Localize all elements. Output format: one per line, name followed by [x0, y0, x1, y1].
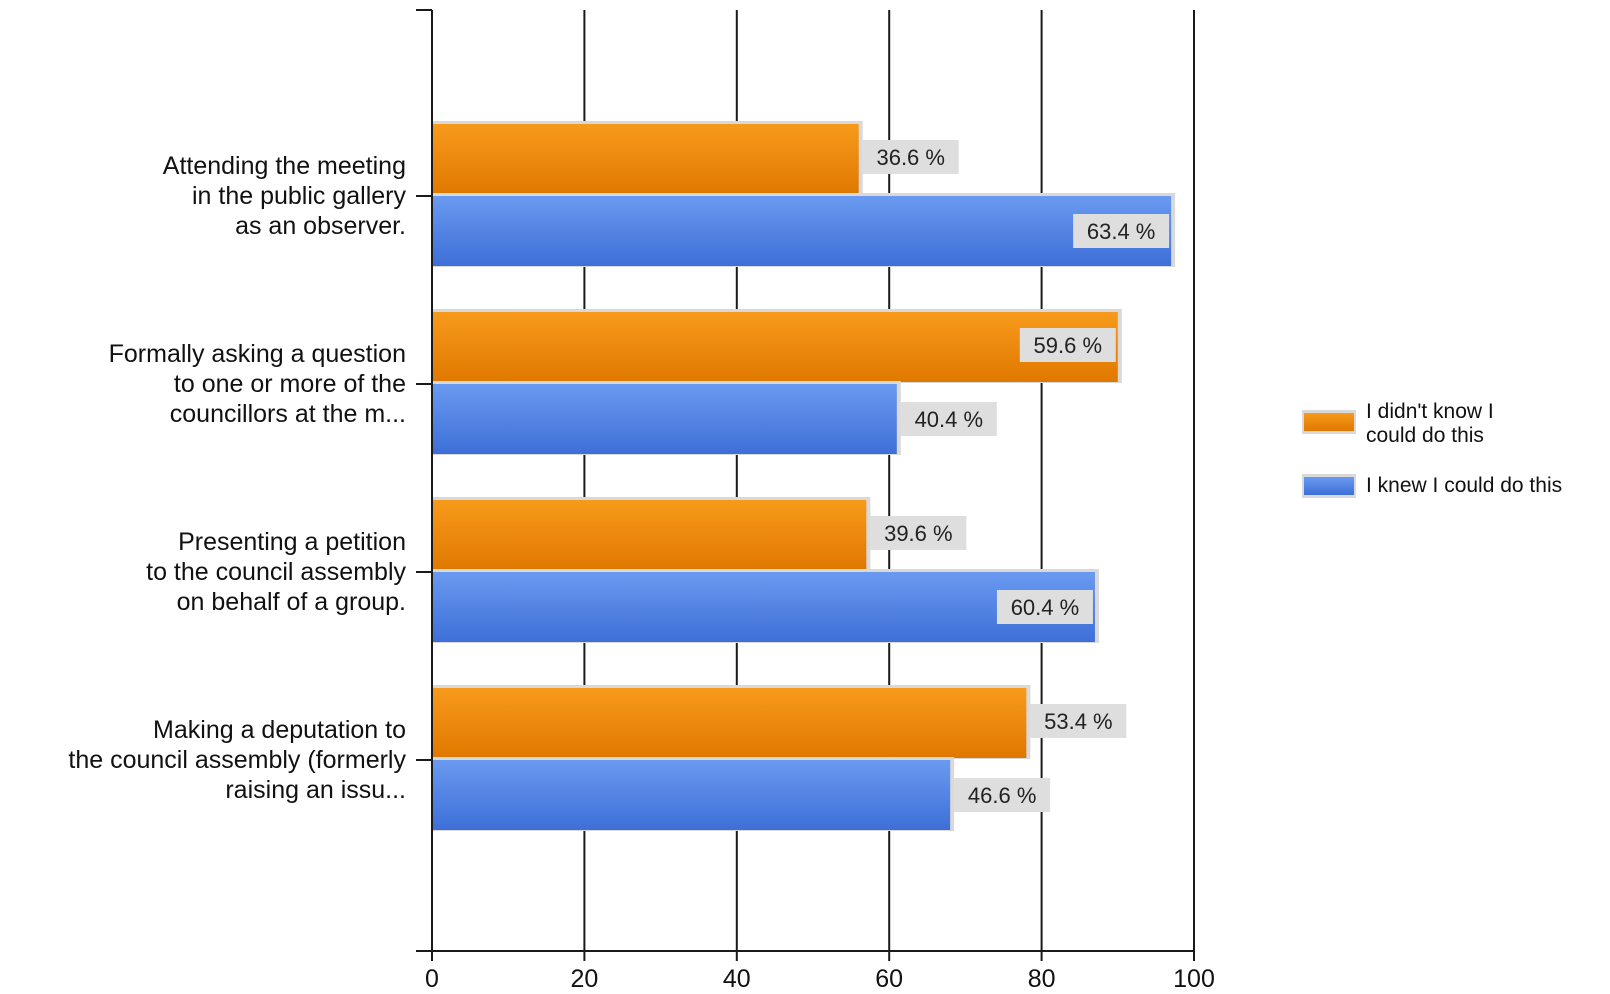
- bar: [432, 124, 859, 194]
- legend-label: I knew I could do this: [1366, 474, 1562, 497]
- data-label: 39.6 %: [884, 521, 953, 546]
- bar: [432, 384, 897, 454]
- category-label: the council assembly (formerly: [68, 746, 406, 774]
- x-tick-label: 20: [570, 965, 598, 993]
- legend-label: I didn't know I: [1366, 400, 1494, 423]
- legend-swatch: [1304, 477, 1354, 495]
- legend-swatch: [1304, 413, 1354, 431]
- category-label: Presenting a petition: [178, 528, 406, 556]
- data-label-box: [1073, 214, 1170, 248]
- category-label: as an observer.: [235, 212, 406, 240]
- category-label: Attending the meeting: [163, 152, 406, 180]
- axes: 0 20 40 60 80 100: [416, 9, 1215, 993]
- data-label: 60.4 %: [1011, 595, 1080, 620]
- bar: [432, 688, 1027, 758]
- data-label-box: [996, 590, 1093, 624]
- category-label: to one or more of the: [174, 370, 406, 398]
- legend-label: could do this: [1366, 424, 1484, 447]
- data-label-box: [870, 516, 967, 550]
- data-label-box: [900, 402, 997, 436]
- data-label-box: [1030, 704, 1127, 738]
- data-label: 46.6 %: [968, 783, 1037, 808]
- category-label: Making a deputation to: [153, 716, 406, 744]
- x-tick-label: 60: [875, 965, 903, 993]
- data-label-box: [862, 140, 959, 174]
- data-label-box: [954, 778, 1051, 812]
- category-label: Formally asking a question: [109, 340, 406, 368]
- category-label: on behalf of a group.: [177, 588, 406, 616]
- category-label: raising an issu...: [225, 776, 406, 804]
- category-label: to the council assembly: [146, 558, 406, 586]
- data-label-box: [1019, 328, 1116, 362]
- data-label: 40.4 %: [915, 407, 984, 432]
- category-label: councillors at the m...: [170, 400, 406, 428]
- bar: [432, 196, 1172, 266]
- bar: [432, 572, 1095, 642]
- x-tick-label: 40: [723, 965, 751, 993]
- category-label: in the public gallery: [192, 182, 407, 210]
- x-tick-label: 0: [425, 965, 439, 993]
- bar: [432, 500, 867, 570]
- bars: [431, 121, 1176, 831]
- data-label: 53.4 %: [1044, 709, 1113, 734]
- data-label: 59.6 %: [1034, 333, 1103, 358]
- data-label: 36.6 %: [876, 145, 945, 170]
- bar: [432, 312, 1118, 382]
- bar: [432, 760, 951, 830]
- x-tick-label: 80: [1028, 965, 1056, 993]
- x-tick-label: 100: [1173, 965, 1215, 993]
- labels: 36.6 % 59.6 % 39.6 % 53.4 % 63.4 % 40.4 % 60.4…: [68, 140, 1170, 812]
- data-label: 63.4 %: [1087, 219, 1156, 244]
